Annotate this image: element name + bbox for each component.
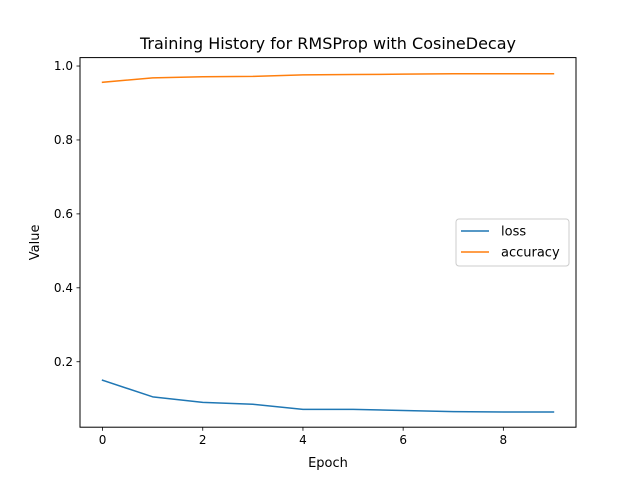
y-tick-label: 0.4 (54, 281, 73, 295)
legend-label-loss: loss (501, 225, 526, 240)
legend-label-accuracy: accuracy (501, 246, 560, 261)
y-tick-label: 0.8 (54, 133, 73, 147)
y-axis-label: Value (28, 225, 43, 261)
series-line-loss (101, 379, 555, 413)
legend: loss accuracy (455, 218, 570, 267)
series-line-accuracy (101, 73, 555, 84)
y-axis-ticks: 0.2 0.4 0.6 0.8 1.0 (54, 59, 80, 369)
x-axis-ticks: 0 2 4 6 8 (99, 427, 507, 447)
x-tick-label: 4 (299, 433, 307, 447)
x-tick-label: 2 (199, 433, 207, 447)
x-tick-label: 6 (399, 433, 407, 447)
x-tick-label: 0 (99, 433, 107, 447)
x-axis-label: Epoch (308, 456, 348, 471)
y-tick-label: 1.0 (54, 59, 73, 73)
x-tick-label: 8 (500, 433, 508, 447)
y-tick-label: 0.2 (54, 355, 73, 369)
y-tick-label: 0.6 (54, 207, 73, 221)
chart-title: Training History for RMSProp with Cosine… (139, 34, 516, 53)
plot-frame (79, 57, 577, 428)
plot-area (101, 73, 555, 413)
